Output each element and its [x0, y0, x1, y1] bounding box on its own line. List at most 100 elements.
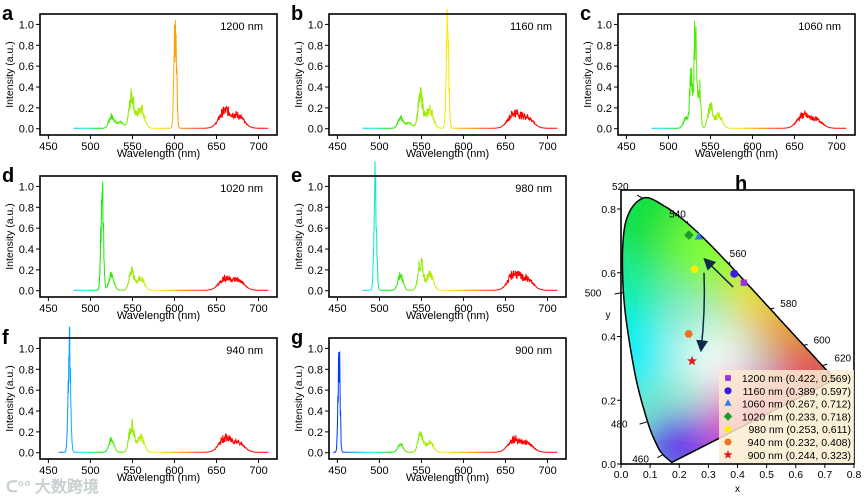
panel-letter: g: [291, 327, 303, 349]
pentagon-marker: [724, 425, 732, 433]
x-tick-label: 650: [207, 303, 225, 315]
plot-frame: [328, 337, 567, 460]
watermark-logo: ᑕ°° 大数跨境: [6, 477, 99, 496]
panel-letter: e: [291, 165, 302, 187]
y-axis-title: Intensity (a.u.): [582, 41, 594, 108]
spectral-locus: [621, 196, 837, 464]
x-tick-label: 450: [328, 303, 346, 315]
x-tick-label: 700: [249, 141, 267, 153]
x-tick-label: 450: [328, 141, 346, 153]
y-tick-label: 0.2: [19, 427, 34, 439]
y-axis-title: Intensity (a.u.): [293, 365, 305, 432]
y-tick-label: 0.0: [19, 448, 34, 460]
spectrum-line: [362, 8, 558, 129]
x-tick-label: 550: [412, 465, 430, 477]
legend-entry: 1160 nm (0.389, 0.597): [743, 386, 851, 398]
panel-b: b 450 500 550 600 650 700 0.0 0.2 0.4 0.6 0.8 1.0 Wav…: [291, 3, 567, 160]
x-tick-label: 450: [39, 465, 57, 477]
circle-marker: [730, 269, 739, 278]
x-tick-label: 600: [454, 303, 472, 315]
y-tick-label: 0.4: [597, 82, 612, 94]
y-tick-label: 1.0: [597, 19, 612, 31]
x-tick-label: 550: [123, 303, 141, 315]
trend-arrow: [696, 272, 709, 353]
y-tick-label: 0.4: [19, 82, 34, 94]
y-tick-label: 1.0: [19, 181, 34, 193]
x-tick-label: 600: [165, 303, 183, 315]
panel-a: a 450 500 550 600 650 700 0.0 0.2 0.4 0.6 0.8 1.0 Wav…: [2, 3, 278, 160]
x-tick-label: 0.7: [818, 469, 833, 481]
excitation-label: 940 nm: [226, 345, 263, 357]
y-axis-title: Intensity (a.u.): [4, 41, 16, 108]
y-tick-label: 0.8: [597, 40, 612, 52]
locus-wavelength-label: 500: [585, 288, 602, 299]
y-tick-label: 0.4: [19, 244, 34, 256]
y-tick-label: 0.6: [19, 385, 34, 397]
locus-wavelength-label: 620: [834, 354, 851, 365]
y-tick-label: 0.0: [308, 286, 323, 298]
x-axis-title: Wavelength (nm): [406, 310, 489, 322]
y-tick-label: 0.4: [19, 406, 34, 418]
locus-wavelength-label: 540: [669, 210, 686, 221]
panel-c: c 450 500 550 600 650 700 0.0 0.2 0.4 0.6 0.8 1.0 Wav…: [580, 3, 856, 160]
plot-frame: [328, 175, 567, 298]
y-tick-label: 0.4: [601, 332, 616, 344]
x-tick-label: 500: [370, 141, 388, 153]
x-tick-label: 500: [81, 141, 99, 153]
x-tick-label: 0.6: [788, 469, 803, 481]
y-tick-label: 0.4: [308, 406, 323, 418]
x-tick-label: 550: [412, 303, 430, 315]
x-axis-title: Wavelength (nm): [117, 148, 200, 160]
x-tick-label: 550: [123, 141, 141, 153]
y-tick-label: 0.6: [19, 61, 34, 73]
y-tick-label: 0.8: [308, 40, 323, 52]
x-tick-label: 450: [328, 465, 346, 477]
y-tick-label: 1.0: [308, 181, 323, 193]
y-tick-label: 0.2: [601, 395, 616, 407]
legend-box: [719, 370, 854, 463]
x-axis-title: Wavelength (nm): [406, 148, 489, 160]
panel-e: e 450 500 550 600 650 700 0.0 0.2 0.4 0.6 0.8 1.0 Wav…: [291, 161, 567, 322]
y-tick-label: 0.6: [597, 61, 612, 73]
panel-g: g 450 500 550 600 650 700 0.0 0.2 0.4 0.6 0.8 1.0 Wav…: [291, 327, 567, 484]
y-axis-title: y: [606, 310, 611, 321]
spectrum-line: [651, 20, 847, 129]
y-tick-label: 0.0: [19, 124, 34, 136]
x-tick-label: 600: [165, 141, 183, 153]
excitation-label: 900 nm: [515, 345, 552, 357]
legend-entry: 900 nm (0.244, 0.323): [748, 450, 851, 462]
x-tick-label: 550: [412, 141, 430, 153]
locus-wavelength-label: 460: [632, 455, 649, 466]
square-marker: [725, 375, 731, 381]
diamond-marker: [723, 412, 733, 421]
y-tick-label: 0.8: [601, 204, 616, 216]
y-tick-label: 0.0: [597, 124, 612, 136]
x-tick-label: 700: [827, 141, 845, 153]
panel-letter: d: [2, 165, 14, 187]
plot-frame: [39, 13, 278, 136]
x-tick-label: 650: [785, 141, 803, 153]
y-axis-title: Intensity (a.u.): [4, 203, 16, 270]
y-tick-label: 1.0: [308, 19, 323, 31]
locus-tick: [770, 307, 775, 310]
x-tick-label: 500: [81, 303, 99, 315]
y-tick-label: 0.2: [19, 265, 34, 277]
x-tick-label: 0.0: [614, 469, 629, 481]
excitation-label: 1060 nm: [798, 21, 841, 33]
x-tick-label: 450: [617, 141, 635, 153]
y-axis-title: Intensity (a.u.): [4, 365, 16, 432]
x-tick-label: 600: [454, 465, 472, 477]
y-tick-label: 1.0: [19, 343, 34, 355]
y-tick-label: 1.0: [308, 343, 323, 355]
hexagon-marker: [684, 330, 693, 338]
x-axis-title: Wavelength (nm): [117, 472, 200, 484]
plot-frame: [617, 13, 856, 136]
x-tick-label: 450: [39, 141, 57, 153]
x-tick-label: 700: [249, 303, 267, 315]
panel-letter: a: [2, 3, 14, 25]
x-tick-label: 700: [538, 141, 556, 153]
locus-tick: [636, 194, 643, 199]
y-tick-label: 0.0: [601, 459, 616, 471]
